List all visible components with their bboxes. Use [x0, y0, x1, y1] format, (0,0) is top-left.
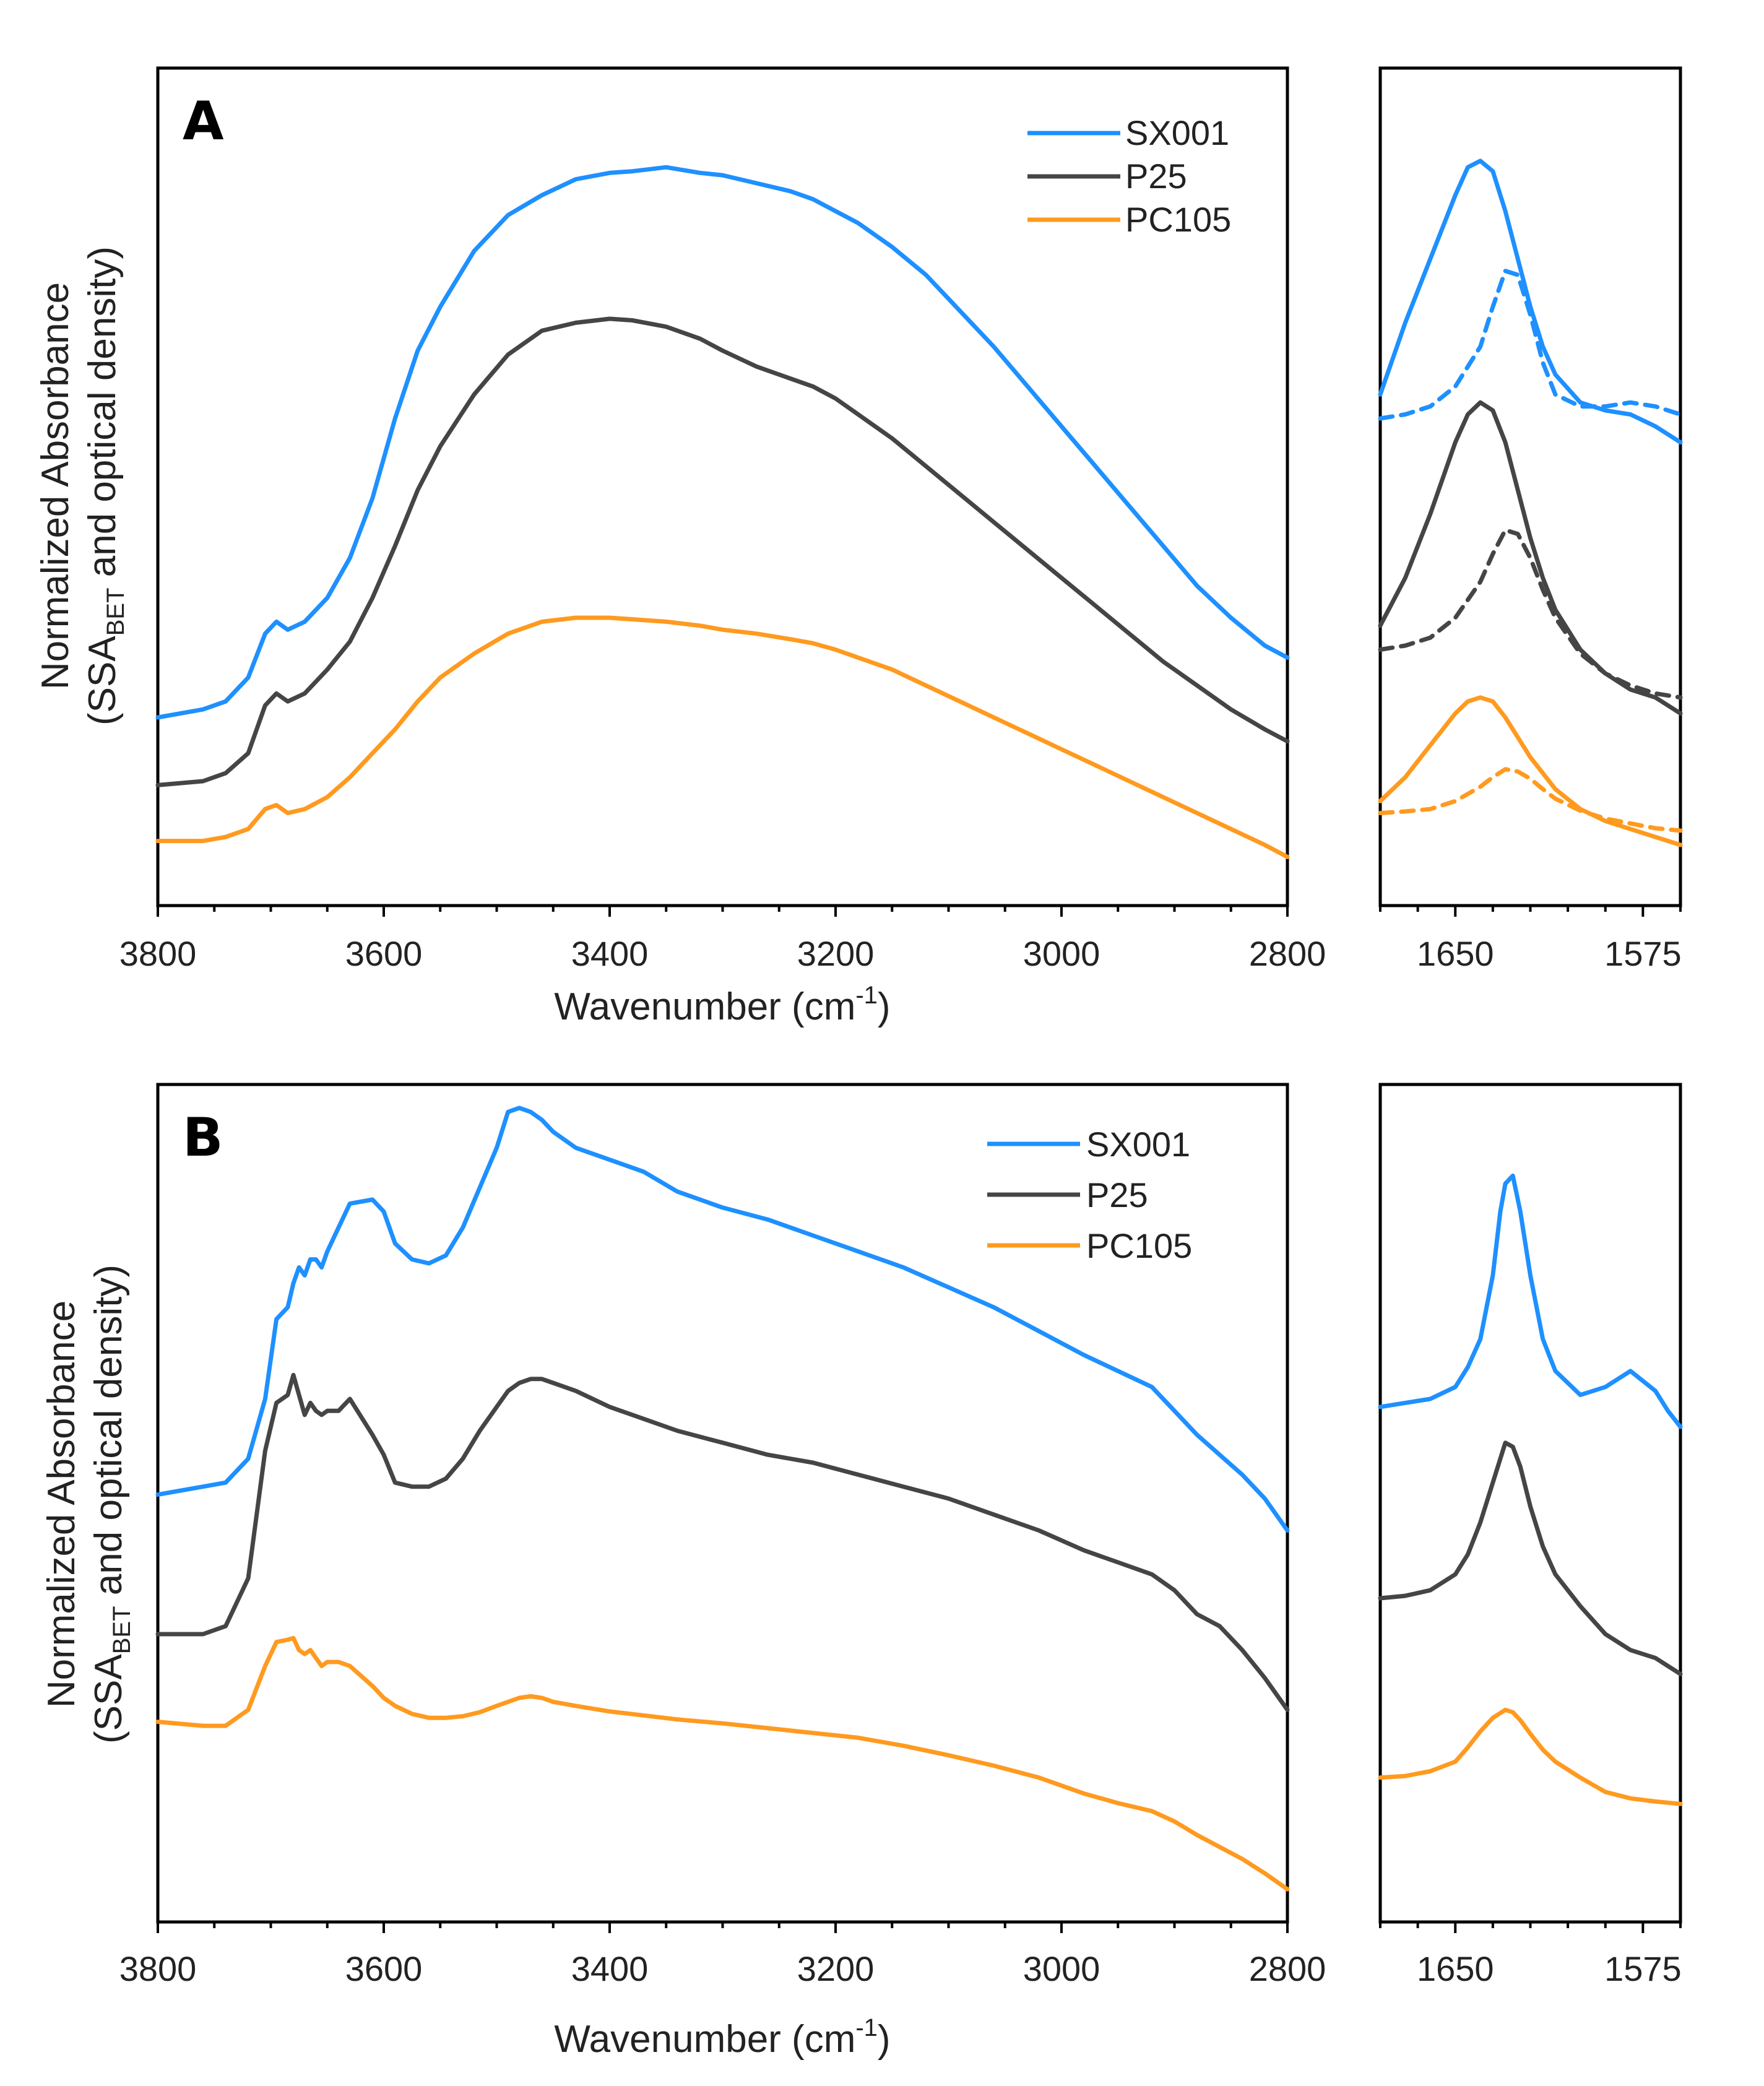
panel-a-x-axis-title: Wavenumber (cm-1) — [554, 982, 890, 1028]
panel-b-x-axis-title: Wavenumber (cm-1) — [554, 2014, 890, 2061]
panel-a-tick-label: 3600 — [345, 934, 423, 973]
panel-b-tick-label: 3600 — [345, 1949, 423, 1988]
legend-label-pc105: PC105 — [1086, 1226, 1192, 1265]
panel-a-xticks: 3800 3600 3400 3200 3000 2800 — [119, 906, 1326, 973]
panel-a-inset-tick-label: 1650 — [1417, 934, 1494, 973]
panel-a-y-axis-title: Normalized Absorbance (SSABET and optica… — [34, 246, 129, 725]
panel-b-inset-tick-label: 1575 — [1604, 1949, 1682, 1988]
panel-a-inset-tick-label: 1575 — [1604, 934, 1682, 973]
panel-b-letter: B — [183, 1107, 223, 1169]
y-axis-title-line2-sub: BET — [108, 1606, 136, 1654]
y-axis-title-line1: Normalized Absorbance — [34, 282, 77, 690]
y-axis-title-line2: (SSABET and optical density) — [87, 1265, 136, 1744]
panel-a-tick-label: 3000 — [1023, 934, 1100, 973]
panel-a-tick-label: 3200 — [797, 934, 875, 973]
legend-label-sx001: SX001 — [1086, 1125, 1190, 1164]
panel-a-legend: SX001 P25 PC105 — [1027, 113, 1231, 239]
panel-a-series-sx001 — [155, 165, 1290, 720]
panel-a-inset-series-sx001-dashed — [1378, 269, 1683, 421]
legend-label-pc105: PC105 — [1125, 200, 1231, 239]
x-axis-title-suffix: ) — [878, 985, 891, 1028]
panel-a-inset-xticks: 1650 1575 — [1379, 906, 1682, 973]
y-axis-title-line2-suffix: and optical density) — [81, 246, 124, 587]
panel-b-tick-label: 2800 — [1249, 1949, 1326, 1988]
legend-label-p25: P25 — [1086, 1175, 1148, 1214]
panel-b-series-pc105 — [155, 1635, 1290, 1892]
y-axis-title-line2: (SSABET and optical density) — [81, 246, 129, 725]
panel-b-inset-xticks: 1650 1575 — [1379, 1922, 1682, 1988]
panel-a-tick-label: 3400 — [571, 934, 649, 973]
panel-b-tick-label: 3200 — [797, 1949, 875, 1988]
x-axis-title-prefix: Wavenumber (cm — [554, 985, 855, 1028]
panel-b-y-axis-title: Normalized Absorbance (SSABET and optica… — [40, 1265, 136, 1744]
y-axis-title-line1: Normalized Absorbance — [40, 1301, 83, 1708]
x-axis-title-sup: -1 — [855, 982, 878, 1009]
panel-b-xticks: 3800 3600 3400 3200 3000 2800 — [119, 1922, 1326, 1988]
panel-a-inset-plot — [1378, 158, 1683, 847]
panel-b-tick-label: 3800 — [119, 1949, 197, 1988]
panel-a-inset-series-p25-dashed — [1378, 527, 1683, 700]
panel-a-series-p25 — [155, 316, 1290, 787]
panel-b-inset-series-sx001 — [1378, 1173, 1683, 1429]
panel-b: B 3800 3600 3400 3200 3000 2800 SX001 P25 PC1… — [40, 1083, 1683, 2061]
panel-b-tick-label: 3400 — [571, 1949, 649, 1988]
y-axis-title-line2-prefix: (SSA — [81, 636, 124, 725]
panel-b-series-p25 — [155, 1372, 1290, 1712]
panel-a-main-frame — [156, 66, 1289, 907]
panel-a-inset-series-sx001 — [1378, 158, 1683, 445]
y-axis-title-line2-prefix: (SSA — [87, 1654, 130, 1744]
panel-a-main-plot — [155, 165, 1290, 859]
y-axis-title-line2-suffix: and optical density) — [87, 1265, 130, 1606]
panel-b-main-plot — [155, 1106, 1290, 1892]
panel-b-tick-label: 3000 — [1023, 1949, 1100, 1988]
panel-a-tick-label: 3800 — [119, 934, 197, 973]
panel-a-inset-frame — [1378, 66, 1682, 907]
x-axis-title-suffix: ) — [878, 2018, 891, 2061]
panel-b-inset-series-pc105 — [1378, 1707, 1683, 1806]
panel-a-inset-series-pc105 — [1378, 695, 1683, 847]
y-axis-title-line2-sub: BET — [102, 587, 129, 636]
panel-b-inset-tick-label: 1650 — [1417, 1949, 1494, 1988]
x-axis-title-sup: -1 — [855, 2014, 878, 2041]
panel-a-inset-series-p25 — [1378, 400, 1683, 716]
panel-b-legend: SX001 P25 PC105 — [987, 1125, 1192, 1265]
panel-b-inset-series-p25 — [1378, 1440, 1683, 1676]
panel-a-tick-label: 2800 — [1249, 934, 1326, 973]
panel-b-series-sx001 — [155, 1106, 1290, 1533]
panel-a-inset-series-pc105-dashed — [1378, 767, 1683, 833]
legend-label-sx001: SX001 — [1125, 113, 1229, 152]
panel-a-series-pc105 — [155, 615, 1290, 859]
panel-a: A 3800 3600 3400 3200 3000 2800 SX001 P25 PC1… — [34, 66, 1683, 1028]
legend-label-p25: P25 — [1125, 157, 1187, 196]
x-axis-title-prefix: Wavenumber (cm — [554, 2018, 855, 2061]
panel-a-letter: A — [183, 90, 224, 152]
panel-b-inset-plot — [1378, 1173, 1683, 1806]
